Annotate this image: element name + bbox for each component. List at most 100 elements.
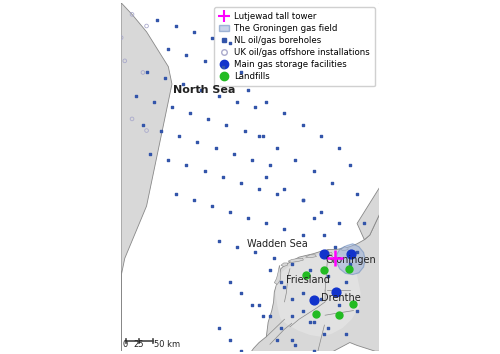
Point: [288, 337, 296, 342]
Point: [270, 256, 278, 261]
Point: [335, 221, 343, 226]
Point: [324, 273, 332, 279]
Point: [190, 29, 198, 35]
Point: [182, 52, 190, 58]
Point: [208, 203, 216, 209]
Point: [160, 75, 168, 81]
Point: [128, 116, 136, 122]
Point: [255, 186, 263, 192]
Point: [288, 314, 296, 319]
Point: [310, 215, 318, 221]
Point: [346, 162, 354, 168]
Point: [320, 331, 328, 337]
Point: [273, 192, 281, 197]
Point: [168, 104, 176, 110]
Point: [310, 348, 318, 354]
Point: [164, 157, 172, 162]
Point: [280, 227, 288, 232]
Point: [273, 337, 281, 342]
Text: Groningen: Groningen: [325, 255, 376, 265]
Point: [215, 325, 223, 331]
Point: [204, 116, 212, 122]
Point: [222, 122, 230, 127]
Point: [280, 186, 288, 192]
Point: [226, 279, 234, 284]
Point: [252, 250, 260, 255]
Text: North Sea: North Sea: [174, 85, 236, 95]
Point: [146, 151, 154, 156]
Point: [226, 337, 234, 342]
Polygon shape: [121, 3, 172, 351]
Point: [335, 302, 343, 308]
Point: [96, 93, 104, 98]
Point: [353, 250, 361, 255]
Point: [306, 319, 314, 325]
Point: [353, 192, 361, 197]
Polygon shape: [274, 265, 281, 284]
Point: [102, 46, 110, 52]
Point: [310, 319, 318, 325]
Point: [360, 221, 368, 226]
Point: [175, 133, 183, 139]
Point: [226, 41, 234, 46]
Point: [298, 198, 306, 203]
Point: [179, 81, 187, 87]
Point: [106, 145, 114, 151]
Point: [194, 139, 202, 145]
Point: [288, 261, 296, 267]
Point: [288, 296, 296, 302]
Point: [266, 162, 274, 168]
Point: [342, 279, 350, 284]
Point: [142, 70, 150, 75]
Point: [346, 251, 354, 257]
Point: [237, 180, 245, 185]
Point: [258, 133, 266, 139]
Point: [328, 180, 336, 185]
Point: [317, 296, 325, 302]
Point: [92, 133, 100, 139]
Point: [248, 302, 256, 308]
Point: [292, 157, 300, 162]
Point: [117, 35, 125, 40]
Text: 0: 0: [123, 339, 128, 349]
Text: Friesland: Friesland: [286, 275, 330, 285]
Point: [302, 272, 310, 278]
Point: [142, 23, 150, 29]
Point: [172, 23, 179, 29]
Point: [292, 343, 300, 348]
Point: [280, 285, 288, 290]
Point: [128, 12, 136, 17]
Point: [190, 198, 198, 203]
Text: Drenthe: Drenthe: [321, 293, 360, 303]
Point: [240, 128, 248, 133]
Point: [353, 308, 361, 313]
Point: [237, 290, 245, 296]
Point: [154, 17, 162, 23]
Point: [298, 232, 306, 238]
Point: [226, 209, 234, 215]
Legend: Lutjewad tall tower, The Groningen gas field, NL oil/gas boreholes, UK oil/gas o: Lutjewad tall tower, The Groningen gas f…: [214, 7, 374, 86]
Point: [346, 261, 354, 267]
Point: [266, 267, 274, 273]
Point: [350, 301, 358, 307]
Point: [219, 174, 227, 180]
Point: [248, 157, 256, 162]
Text: 50 km: 50 km: [154, 339, 180, 349]
Polygon shape: [306, 255, 316, 258]
Text: Wadden Sea: Wadden Sea: [247, 239, 308, 249]
Point: [230, 151, 237, 156]
Point: [298, 122, 306, 127]
Point: [273, 145, 281, 151]
Point: [215, 93, 223, 98]
Point: [332, 289, 340, 295]
Point: [332, 244, 340, 250]
Point: [280, 110, 288, 116]
Point: [306, 267, 314, 273]
Point: [298, 308, 306, 313]
Point: [219, 64, 227, 69]
Point: [234, 244, 241, 250]
Point: [114, 81, 122, 87]
Point: [335, 312, 343, 318]
Polygon shape: [276, 252, 360, 337]
Polygon shape: [288, 258, 304, 262]
